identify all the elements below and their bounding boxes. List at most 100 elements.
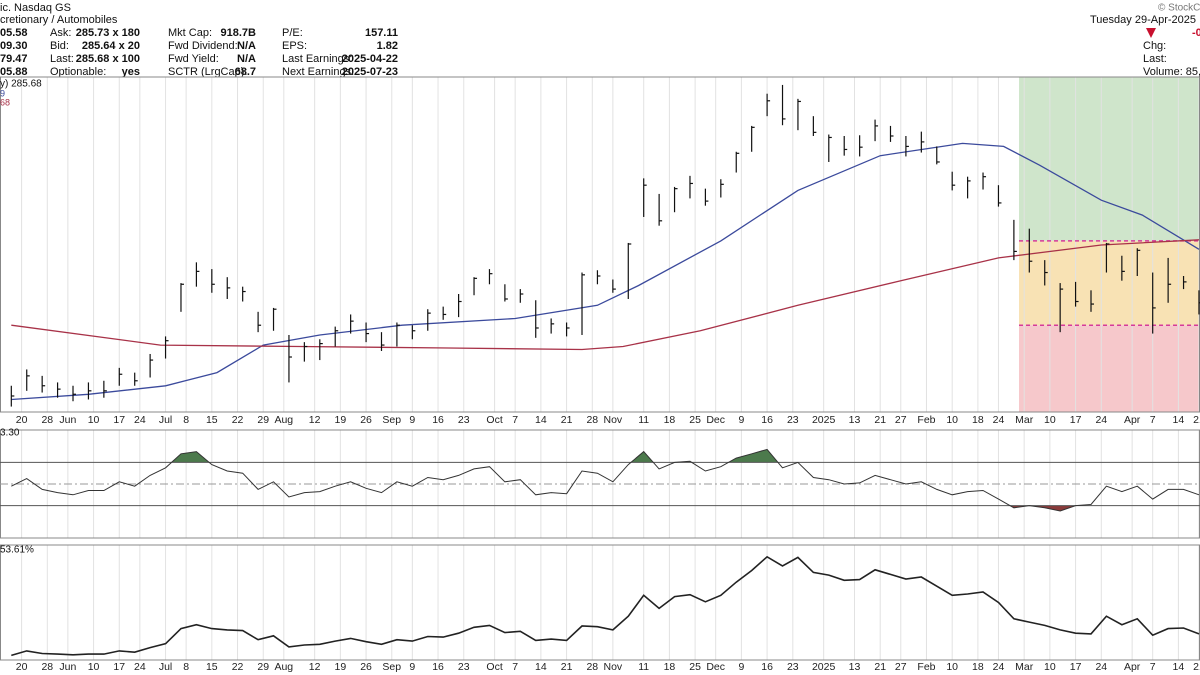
field-label: Ask: [50, 27, 71, 39]
x-tick-label: 18 [664, 661, 676, 673]
x-tick-label: 21 [1193, 661, 1200, 673]
x-tick-label: Jul [159, 414, 172, 426]
field-value: N/A [237, 53, 256, 65]
x-tick-label: 21 [561, 661, 573, 673]
x-tick-label: 10 [946, 661, 958, 673]
x-tick-label: 24 [134, 661, 146, 673]
x-tick-label: 22 [232, 661, 244, 673]
x-tick-label: 7 [1150, 661, 1156, 673]
x-tick-label: Jun [59, 661, 76, 673]
security-name: ic. Nasdaq GS [0, 2, 71, 14]
x-tick-label: 27 [895, 661, 907, 673]
x-tick-label: 20 [16, 414, 28, 426]
copyright: © StockCh [1158, 3, 1200, 14]
field-label: P/E: [282, 27, 303, 39]
x-tick-label: 16 [432, 414, 444, 426]
x-tick-label: 17 [1070, 414, 1082, 426]
x-tick-label: 12 [309, 661, 321, 673]
field-value: 918.7B [221, 27, 257, 39]
x-tick-label: Jul [159, 661, 172, 673]
x-tick-label: 7 [512, 661, 518, 673]
x-tick-label: Dec [706, 661, 725, 673]
field-value: yes [122, 66, 140, 78]
field-value: 68.7 [235, 66, 256, 78]
x-tick-label: 11 [638, 414, 649, 426]
x-tick-label: 10 [1044, 414, 1056, 426]
x-tick-label: 15 [206, 661, 218, 673]
moving-average [11, 239, 1200, 351]
field-value: 285.68 x 100 [76, 53, 140, 65]
x-tick-label: 17 [113, 414, 125, 426]
x-tick-label: Oct [486, 661, 502, 673]
field-label: Bid: [50, 40, 69, 52]
x-tick-label: 18 [664, 414, 676, 426]
field-value: 1.82 [377, 40, 398, 52]
sector: cretionary / Automobiles [0, 14, 118, 26]
x-tick-label: 21 [874, 661, 886, 673]
x-tick-label: 27 [895, 414, 907, 426]
x-tick-label: 26 [360, 661, 372, 673]
x-tick-label: 28 [586, 661, 598, 673]
x-tick-label: 28 [586, 414, 598, 426]
date: Tuesday 29-Apr-2025 [1090, 14, 1196, 26]
x-tick-label: 10 [946, 414, 958, 426]
x-tick-label: 18 [972, 414, 984, 426]
down-arrow [1146, 28, 1156, 38]
x-tick-label: Feb [917, 414, 935, 426]
x-tick-label: 12 [309, 414, 321, 426]
x-tick-label: 16 [432, 661, 444, 673]
legend-entry: 68 [0, 97, 10, 107]
x-tick-label: 14 [535, 661, 547, 673]
field-label: Last Earnings: [282, 53, 352, 65]
x-tick-label: 29 [257, 414, 269, 426]
field-value: N/A [237, 40, 256, 52]
x-tick-label: 7 [1150, 414, 1156, 426]
field-label: Fwd Yield: [168, 53, 219, 65]
header: ic. Nasdaq GS cretionary / Automobiles 0… [0, 2, 1200, 78]
field-label: Fwd Dividend: [168, 40, 238, 52]
field-label: SCTR (LrgCap): [168, 66, 247, 78]
x-tick-label: 2025 [812, 661, 836, 673]
x-tick-label: 16 [761, 661, 773, 673]
x-tick-label: 10 [88, 414, 100, 426]
oscillator-line [11, 448, 1200, 512]
x-tick-label: Mar [1015, 661, 1034, 673]
x-tick-label: 9 [738, 661, 744, 673]
left-value: 79.47 [0, 53, 28, 65]
x-tick-label: 9 [738, 414, 744, 426]
x-tick-label: 2025 [812, 414, 836, 426]
change: -0 [1192, 27, 1200, 39]
x-tick-label: 14 [535, 414, 547, 426]
zone-upper [1019, 77, 1200, 241]
right-label: Chg: [1143, 40, 1166, 52]
x-tick-label: 28 [41, 414, 53, 426]
x-tick-label: 14 [1173, 661, 1185, 673]
field-label: Next Earnings: [282, 66, 354, 78]
x-tick-label: 17 [1070, 661, 1082, 673]
field-value: 285.64 x 20 [82, 40, 140, 52]
x-tick-label: 8 [183, 414, 189, 426]
x-tick-label: 25 [689, 661, 701, 673]
x-tick-label: 21 [561, 414, 573, 426]
field-label: Last: [50, 53, 74, 65]
field-value: 2025-07-23 [342, 66, 398, 78]
x-tick-label: Sep [382, 661, 401, 673]
x-tick-label: Dec [706, 414, 725, 426]
x-tick-label: 19 [335, 661, 347, 673]
x-tick-label: 23 [458, 414, 470, 426]
x-tick-label: 16 [761, 414, 773, 426]
x-tick-label: Nov [604, 414, 623, 426]
x-tick-label: 24 [1095, 414, 1107, 426]
x-tick-label: 8 [183, 661, 189, 673]
right-label: Last: [1143, 53, 1167, 65]
x-tick-label: 7 [512, 414, 518, 426]
x-tick-label: 20 [16, 661, 28, 673]
x-tick-label: Aug [274, 414, 293, 426]
x-tick-label: 23 [458, 661, 470, 673]
x-tick-label: Sep [382, 414, 401, 426]
right-label: Volume: 85,6 [1143, 66, 1200, 78]
legend-price: y) 285.68 [0, 79, 42, 90]
left-value: 05.58 [0, 27, 28, 39]
x-tick-label: Jun [59, 414, 76, 426]
